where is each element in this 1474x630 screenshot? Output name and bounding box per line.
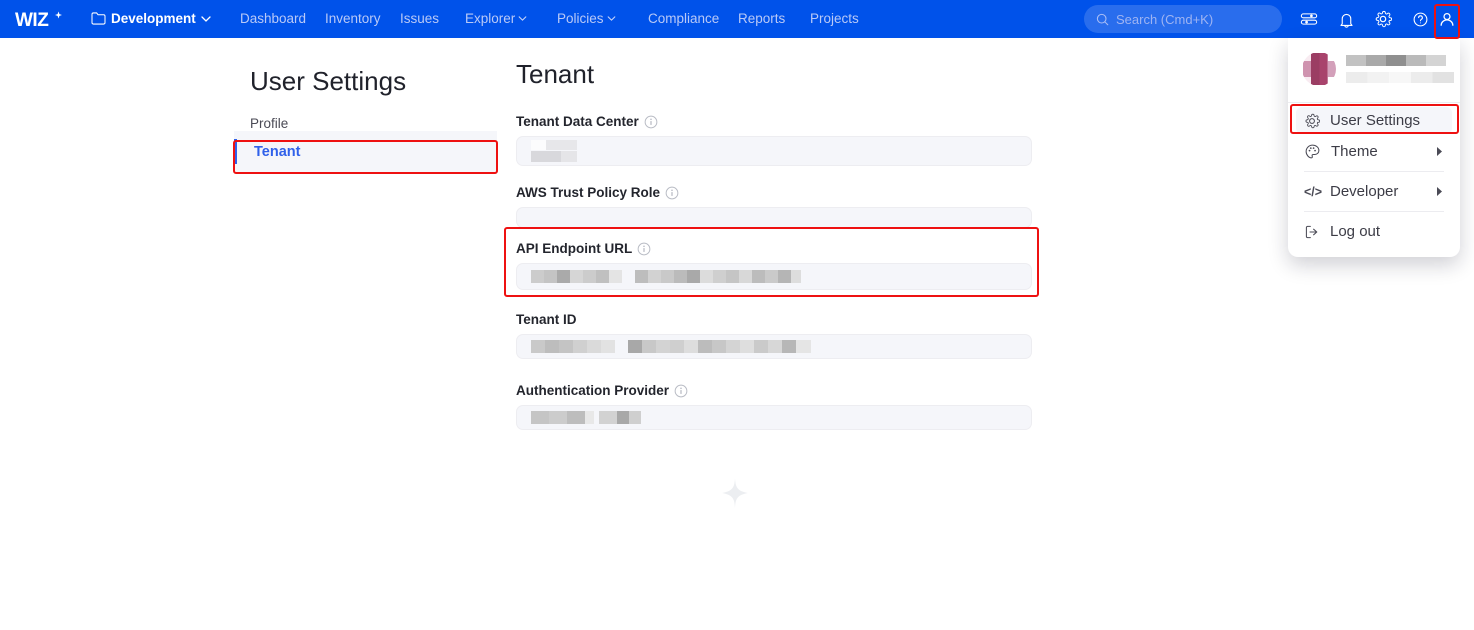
svg-text:WIZ: WIZ — [15, 10, 49, 30]
